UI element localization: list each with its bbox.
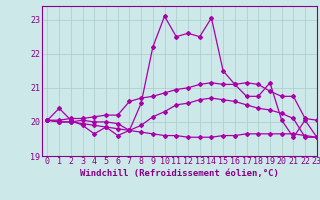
X-axis label: Windchill (Refroidissement éolien,°C): Windchill (Refroidissement éolien,°C) [80,169,279,178]
